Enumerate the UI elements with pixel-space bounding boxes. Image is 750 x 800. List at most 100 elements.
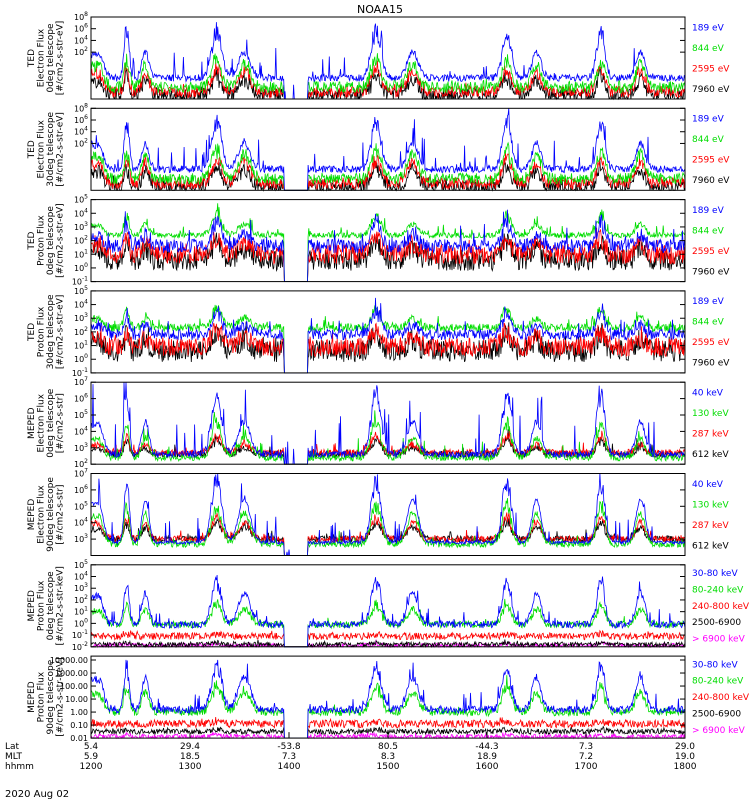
y-tick-label: 103	[74, 312, 88, 323]
legend-entry: 612 keV	[692, 450, 729, 460]
legend-entry: 80-240 keV	[692, 585, 744, 595]
x-tick-mlt: 8.3	[381, 752, 395, 762]
y-axis-label-line: [#/cm2-s-str-eV]	[56, 203, 66, 278]
y-tick-label: 10.00	[65, 695, 88, 704]
series-line-8-4	[90, 675, 686, 739]
series-line-7-2	[90, 639, 686, 649]
legend-entry: 130 keV	[692, 409, 729, 419]
x-tick-hhmm: 1600	[476, 762, 499, 772]
legend-entry: 2500-6900	[692, 618, 741, 628]
y-tick-label: 102	[74, 326, 88, 337]
y-tick-label: 108	[74, 11, 88, 22]
y-tick-label: 100	[74, 262, 88, 273]
x-row-label: Lat	[5, 742, 20, 752]
x-tick-hhmm: 1800	[674, 762, 697, 772]
y-axis-label-line: TED	[27, 323, 37, 342]
legend-entry: 2500-6900	[692, 710, 741, 720]
series-line-2-3	[90, 141, 686, 191]
legend-entry: 240-800 keV	[692, 602, 750, 612]
legend-entry: 40 keV	[692, 388, 724, 398]
y-tick-label: 101	[74, 340, 88, 351]
y-axis-label-line: Proton Flux	[37, 215, 47, 266]
y-axis-label-line: Electron Flux	[37, 485, 47, 544]
y-tick-label: 1000.00	[55, 669, 88, 678]
x-tick-mlt: 7.3	[282, 752, 296, 762]
series-line-6-2	[90, 512, 686, 556]
y-axis-label-line: 90deg telescope	[46, 659, 56, 734]
x-tick-lat: 29.0	[675, 742, 695, 752]
legend-entry: 189 eV	[692, 23, 725, 33]
legend-entry: 7960 eV	[692, 267, 730, 277]
x-tick-lat: -44.3	[475, 742, 498, 752]
y-tick-label: 106	[74, 114, 88, 125]
series-line-3-2	[90, 227, 686, 282]
y-tick-label: 103	[74, 533, 88, 544]
y-axis-label-line: 0deg telescope	[46, 23, 56, 93]
y-axis-label-line: Proton Flux	[37, 306, 47, 357]
x-tick-lat: 5.4	[84, 742, 99, 752]
legend-entry: 189 eV	[692, 115, 725, 125]
x-tick-hhmm: 1500	[377, 762, 400, 772]
legend-entry: 189 eV	[692, 206, 725, 216]
series-line-6-1	[90, 517, 686, 556]
series-line-2-4	[90, 108, 686, 191]
y-axis-label-line: 0deg telescope	[46, 206, 56, 276]
y-tick-label: 103	[74, 221, 88, 232]
series-line-7-5	[90, 574, 686, 648]
y-tick-label: 100	[74, 617, 88, 628]
x-tick-hhmm: 1200	[80, 762, 103, 772]
y-tick-label: 101	[74, 248, 88, 259]
y-tick-label: 104	[74, 207, 88, 218]
panel-frame	[90, 16, 686, 100]
series-line-1-4	[90, 22, 686, 100]
x-tick-mlt: 19.0	[675, 752, 695, 762]
y-axis-label-line: MEPED	[27, 407, 37, 439]
x-row-label: hhmm	[5, 762, 34, 772]
panel-frame	[90, 564, 686, 648]
y-tick-label: 104	[74, 299, 88, 310]
legend-entry: 80-240 keV	[692, 677, 744, 687]
x-tick-mlt: 18.5	[180, 752, 200, 762]
y-tick-label: 102	[74, 137, 88, 148]
y-tick-label: 102	[74, 594, 88, 605]
x-tick-hhmm: 1300	[179, 762, 202, 772]
y-axis-label-line: 0deg telescope	[46, 571, 56, 641]
x-tick-lat: 80.5	[378, 742, 398, 752]
y-tick-label: 105	[74, 559, 88, 570]
x-tick-lat: 7.3	[579, 742, 593, 752]
series-line-6-3	[90, 498, 686, 556]
y-tick-label: 0.01	[70, 734, 88, 743]
y-tick-label: 10-1	[72, 367, 88, 378]
legend-entry: 2595 eV	[692, 247, 730, 257]
x-tick-lat: 29.4	[180, 742, 200, 752]
panel-8: 0.01 0.10 1.00 10.00 100.00 1000.00 10000.00 ME…	[27, 655, 750, 743]
series-line-2-1	[90, 160, 686, 192]
y-tick-label: 104	[74, 34, 88, 45]
y-tick-label: 105	[74, 409, 88, 420]
legend-entry: 612 keV	[692, 541, 729, 551]
legend-entry: 189 eV	[692, 297, 725, 307]
series-line-3-4	[90, 209, 686, 282]
legend-entry: 40 keV	[692, 480, 724, 490]
y-axis-label-line: [#/cm2-s-str-eV]	[56, 295, 66, 370]
series-line-3-3	[90, 203, 686, 282]
legend-entry: 30-80 keV	[692, 569, 738, 579]
series-line-8-3	[90, 716, 686, 739]
panel-5: 102 103 104 105 106 107 MEPED Electron Flux 0deg…	[27, 376, 729, 469]
y-axis-label-line: [#/cm2-s-str-eV]	[56, 112, 66, 187]
y-axis-label-line: Electron Flux	[37, 393, 47, 452]
y-tick-label: 105	[74, 500, 88, 511]
panel-frame	[90, 107, 686, 191]
series-line-7-3	[90, 629, 686, 648]
chart-title: NOAA15	[357, 3, 403, 16]
legend-entry: 844 eV	[692, 318, 725, 328]
legend-entry: 287 keV	[692, 521, 729, 531]
series-line-4-4	[90, 297, 686, 374]
legend-entry: 7960 eV	[692, 359, 730, 369]
y-tick-label: 10000.00	[50, 656, 88, 665]
series-line-5-4	[90, 382, 686, 465]
legend-entry: 2595 eV	[692, 156, 730, 166]
y-tick-label: 105	[74, 194, 88, 205]
